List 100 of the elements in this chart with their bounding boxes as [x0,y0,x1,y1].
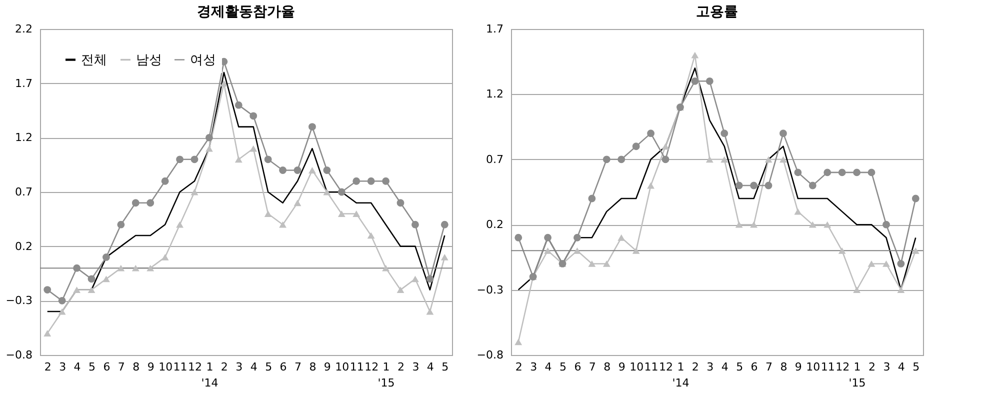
x-tick-label: 7 [294,360,302,374]
point [88,286,96,294]
point [102,254,110,261]
point [161,177,169,185]
x-tick-label: 5 [88,360,96,374]
point [912,247,920,254]
point [264,156,272,164]
point [323,166,331,174]
point [367,232,375,239]
x-tick-label: 6 [280,360,287,374]
point [206,145,213,152]
x-tick-label: 4 [721,360,728,374]
y-tick-label: 1.7 [486,22,504,36]
x-tick-label: 9 [794,360,802,374]
point [58,308,66,315]
point [808,182,816,190]
point [44,286,52,294]
point [588,194,596,202]
x-tick-label: 7 [766,360,772,374]
point [161,254,169,260]
point [279,166,286,174]
x-tick-label: 4 [898,360,905,374]
x-tick-label: 9 [147,360,154,374]
x-tick-label: 3 [59,360,66,374]
chart-title: 고용률 [696,4,738,20]
point [146,199,154,207]
point [117,264,125,272]
point [868,168,876,176]
point [897,286,905,294]
x-tick-label: 10 [806,360,820,374]
point [868,260,876,267]
x-tick-label: 6 [103,360,110,374]
x-tick-label: 4 [74,360,81,374]
x-tick-label: 2 [515,360,522,374]
point [544,247,552,254]
point [912,194,920,202]
x-tick-label: 3 [236,360,243,374]
point [618,156,626,164]
point [73,264,80,272]
point [308,167,316,174]
x-tick-label: 2 [868,360,876,374]
point [735,182,743,190]
legend-label: 남성 [136,52,162,68]
x-tick-label: 9 [618,360,626,374]
x-tick-label: 1 '15 [378,360,395,390]
y-tick-label: −0.3 [476,283,504,296]
y-tick-label: 1.7 [15,76,32,90]
point [412,276,419,282]
point [780,130,787,138]
point [750,221,758,228]
point [44,330,52,336]
point [544,234,552,242]
point [647,182,654,189]
x-tick-label: 10 [630,360,644,374]
x-tick-label: 2 [692,360,699,374]
point [691,52,699,58]
point [632,142,640,150]
point [176,156,184,164]
point [323,188,331,196]
point [764,156,772,163]
point [764,182,772,190]
point [426,275,434,283]
y-tick-label: 2.2 [15,22,32,36]
x-tick-label: 3 [883,360,890,374]
point [720,130,728,138]
point [234,101,242,109]
x-tick-label: 8 [780,360,788,374]
point [176,221,184,228]
x-tick-label: 2 [398,360,404,374]
x-tick-label: 5 [560,360,566,374]
legend-label: 여성 [190,52,216,68]
y-tick-label: 0.7 [15,186,32,198]
point [808,221,816,228]
x-tick-label: 5 [912,360,920,374]
point [382,264,390,272]
point [88,275,96,283]
x-tick-label: 4 [426,360,434,374]
point [338,210,346,217]
point [897,260,905,268]
point [279,221,286,228]
point [735,221,743,228]
x-tick-label: 12 [188,360,202,374]
point [691,77,699,85]
x-tick-label: 1 '14 [672,360,690,390]
point [352,177,360,185]
point [838,247,846,254]
x-tick-label: 6 [574,360,582,374]
point [853,286,860,294]
point [338,188,346,196]
point [367,177,375,185]
point [440,220,448,228]
point [132,264,140,272]
point [882,260,890,267]
point [662,156,670,164]
y-tick-label: 1.2 [15,131,32,144]
point [412,220,419,228]
point [602,260,610,267]
point [706,77,714,85]
x-tick-label: 11 [820,360,835,374]
x-tick-label: 8 [132,360,140,374]
